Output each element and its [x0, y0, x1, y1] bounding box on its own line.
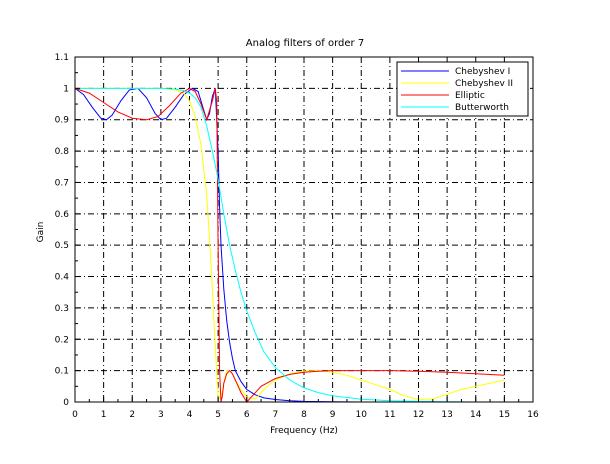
x-tick-label: 15: [499, 410, 510, 420]
y-tick-label: 0.3: [55, 304, 69, 314]
y-tick-label: 0.9: [55, 116, 70, 126]
y-tick-label: 0.4: [55, 273, 70, 283]
x-tick-label: 2: [129, 410, 135, 420]
y-tick-label: 0.5: [55, 241, 69, 251]
x-tick-label: 3: [158, 410, 164, 420]
x-tick-label: 14: [470, 410, 482, 420]
legend-label: Chebyshev I: [455, 67, 510, 77]
legend-label: Butterworth: [455, 103, 509, 113]
y-tick-label: 0.2: [55, 335, 69, 345]
x-axis-label: Frequency (Hz): [270, 426, 338, 436]
series-line-butterworth: [75, 87, 505, 403]
x-tick-label: 13: [441, 410, 452, 420]
x-tick-label: 8: [301, 410, 307, 420]
y-tick-label: 0: [63, 398, 69, 408]
x-tick-label: 0: [72, 410, 78, 420]
y-tick-label: 0.8: [55, 147, 70, 157]
y-tick-label: 0.7: [55, 178, 69, 188]
plot-series: [74, 87, 505, 403]
chart-title: Analog filters of order 7: [246, 38, 364, 49]
y-axis-label: Gain: [36, 222, 46, 243]
legend: Chebyshev I Chebyshev II Elliptic Butterwor…: [396, 61, 529, 117]
x-tick-label: 16: [527, 410, 539, 420]
x-tick-label: 4: [187, 410, 193, 420]
legend-label: Chebyshev II: [455, 79, 513, 89]
y-tick-label: 0.6: [55, 210, 70, 220]
axis-ticks: 0 1 2 3 4 5 6 7 8 9 10 11 12 13 14 15 1600.10.20.30.40.5…: [55, 53, 539, 420]
x-tick-label: 1: [101, 410, 107, 420]
x-tick-label: 10: [356, 410, 368, 420]
x-tick-label: 7: [273, 410, 279, 420]
y-tick-label: 1: [63, 84, 69, 94]
y-tick-label: 0.1: [55, 367, 69, 377]
series-line-chebyshev-ii: [75, 87, 505, 401]
x-tick-label: 9: [330, 410, 336, 420]
y-tick-label: 1.1: [55, 53, 69, 63]
x-tick-label: 11: [384, 410, 395, 420]
series-line-chebyshev-i: [74, 87, 505, 403]
legend-label: Elliptic: [455, 91, 485, 101]
x-tick-label: 6: [244, 410, 250, 420]
series-line-elliptic: [74, 87, 505, 403]
x-tick-label: 5: [215, 410, 221, 420]
x-tick-label: 12: [413, 410, 424, 420]
